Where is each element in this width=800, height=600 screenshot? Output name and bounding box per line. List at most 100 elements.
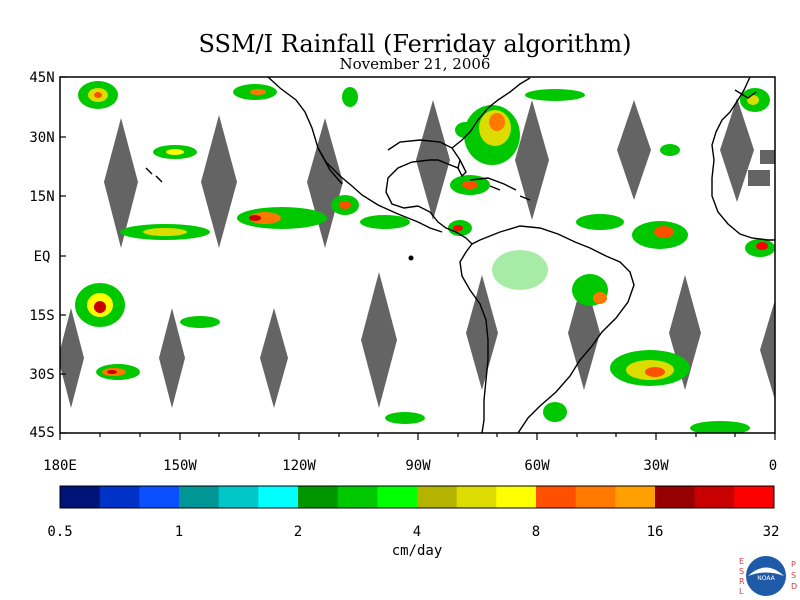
rain-area	[107, 370, 117, 374]
coastline	[711, 77, 775, 241]
map-title: SSM/I Rainfall (Ferriday algorithm)	[198, 30, 632, 58]
colorbar-swatch	[734, 486, 775, 508]
rain-area	[342, 87, 358, 107]
colorbar-tick-label: 2	[294, 524, 302, 540]
rain-area	[747, 95, 759, 105]
swath-gap	[104, 118, 138, 248]
rain-area	[489, 113, 505, 131]
rain-area	[94, 92, 102, 98]
lat-label: 45S	[29, 425, 54, 441]
rain-area	[492, 250, 548, 290]
colorbar-frame	[59, 485, 775, 509]
lat-label: 30N	[29, 130, 54, 146]
rain-area	[249, 212, 281, 224]
coastline	[451, 77, 531, 149]
colorbar-swatch	[496, 486, 537, 508]
logo-letter: S	[739, 567, 744, 576]
colorbar-swatch	[298, 486, 339, 508]
lon-label: 90W	[405, 458, 431, 474]
colorbar-swatch	[377, 486, 418, 508]
rain-area	[462, 181, 478, 189]
lat-label: 30S	[29, 367, 54, 383]
colorbar-swatch	[99, 486, 140, 508]
rain-area	[249, 215, 261, 221]
logo-letter: P	[791, 560, 796, 569]
rain-area	[453, 225, 463, 231]
colorbar-tick-label: 4	[413, 524, 421, 540]
swath-gap	[760, 300, 775, 400]
rain-area	[455, 122, 475, 138]
coastline	[417, 205, 473, 245]
rain-area	[756, 242, 768, 250]
colorbar-swatch	[139, 486, 180, 508]
colorbar-tick-label: 8	[532, 524, 540, 540]
lon-label: 60W	[524, 458, 550, 474]
lat-label: 45N	[29, 70, 54, 86]
rain-area	[576, 214, 624, 230]
swath-gap	[617, 100, 651, 200]
colorbar-swatch	[655, 486, 696, 508]
colorbar-tick-label: 16	[647, 524, 664, 540]
lon-label: 180E	[43, 458, 77, 474]
rain-area	[94, 301, 106, 313]
colorbar-swatch	[575, 486, 616, 508]
lat-label: 15S	[29, 308, 54, 324]
lon-label: 0	[769, 458, 777, 474]
noaa-bird-icon	[748, 567, 784, 576]
coastlines	[145, 77, 775, 433]
swath-gap	[361, 272, 397, 408]
colorbar-unit-label: cm/day	[392, 543, 443, 559]
island	[408, 255, 414, 261]
coastline	[519, 195, 531, 201]
colorbar-swatch	[337, 486, 378, 508]
colorbar-swatch	[417, 486, 458, 508]
noaa-seal	[746, 556, 786, 596]
logo-letter: R	[739, 577, 745, 586]
swath-gap	[201, 115, 237, 248]
rain-area	[339, 201, 351, 209]
rain-area	[654, 226, 674, 238]
noaa-logo: E S R L NOAA P S D	[739, 556, 797, 596]
coastline	[734, 89, 757, 99]
axis-ticks	[59, 76, 776, 440]
missing-data-swaths	[60, 98, 775, 408]
rain-area	[543, 402, 567, 422]
coastline	[459, 243, 489, 433]
coastline	[267, 77, 443, 233]
rain-area	[143, 228, 187, 236]
colorbar-tick-label: 0.5	[47, 524, 72, 540]
colorbar-swatch	[536, 486, 577, 508]
noaa-text: NOAA	[757, 575, 775, 582]
swath-gap	[466, 275, 498, 390]
swath-gap	[60, 308, 84, 408]
coastline	[385, 159, 431, 209]
swath-gap	[307, 118, 343, 248]
coastline	[317, 147, 343, 185]
rain-area	[250, 89, 266, 95]
swath-gap	[159, 308, 185, 408]
lat-label: EQ	[34, 249, 51, 265]
rain-area	[660, 144, 680, 156]
lat-label: 15N	[29, 189, 54, 205]
colorbar-swatch	[179, 486, 220, 508]
colorbar-swatch	[456, 486, 497, 508]
logo-letter: D	[791, 582, 797, 591]
swath-gap	[568, 275, 600, 390]
rain-area	[385, 412, 425, 424]
colorbar-tick-label: 1	[175, 524, 183, 540]
swath-gap	[515, 100, 549, 220]
rain-area	[645, 367, 665, 377]
colorbar-swatch	[694, 486, 735, 508]
colorbar-swatch	[218, 486, 259, 508]
colorbar-tick-label: 32	[763, 524, 780, 540]
swath-gap	[760, 150, 775, 164]
colorbar-swatch	[60, 486, 101, 508]
coastline	[387, 139, 461, 169]
rain-area	[360, 215, 410, 229]
lon-label: 30W	[643, 458, 669, 474]
lon-label: 150W	[163, 458, 197, 474]
logo-letter: S	[791, 571, 796, 580]
colorbar	[60, 486, 775, 508]
coastline	[155, 175, 163, 183]
logo-letter: L	[739, 587, 744, 596]
